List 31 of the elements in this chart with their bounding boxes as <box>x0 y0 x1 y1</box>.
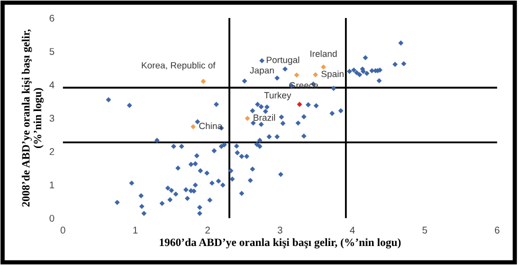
y-tick-label: 0 <box>50 214 54 222</box>
annotation: Turkey <box>264 92 292 100</box>
x-tick-label: 2 <box>205 226 210 234</box>
annotation: Portugal <box>266 56 300 65</box>
point <box>294 72 300 78</box>
y-tick-label: 2 <box>50 148 54 155</box>
y-axis-title: 2008’de ABD’ye oranla kişi başı gelir, (%’nin logu) <box>22 29 44 207</box>
point <box>190 124 196 130</box>
annotation: Spain <box>321 70 344 79</box>
annotation: Korea, Republic of <box>142 62 216 70</box>
annotation: Ireland <box>310 50 337 57</box>
point <box>244 116 250 121</box>
x-tick-label: 0 <box>60 226 66 234</box>
y-tick-label: 4 <box>49 82 54 88</box>
point <box>296 102 302 107</box>
x-tick-label: 4 <box>350 226 355 234</box>
x-tick-label: 5 <box>422 226 428 234</box>
point <box>200 78 206 84</box>
x-axis-title: 1960’da ABD’ye oranla kişi başı gelir, (%’nin logu) <box>160 238 401 248</box>
point <box>312 72 318 78</box>
y-tick-label: 5 <box>50 48 54 55</box>
annotation: Japan <box>250 67 274 76</box>
x-tick-label: 3 <box>278 226 282 234</box>
x-tick-label: 1 <box>133 226 138 234</box>
x-tick-label: 6 <box>494 226 500 234</box>
y-tick-label: 6 <box>50 14 54 22</box>
y-tick-label: 1 <box>50 182 54 188</box>
y-tick-label: 3 <box>50 114 54 122</box>
annotation: Brazil <box>254 114 275 121</box>
annotation: China <box>199 122 222 130</box>
point <box>320 64 326 70</box>
